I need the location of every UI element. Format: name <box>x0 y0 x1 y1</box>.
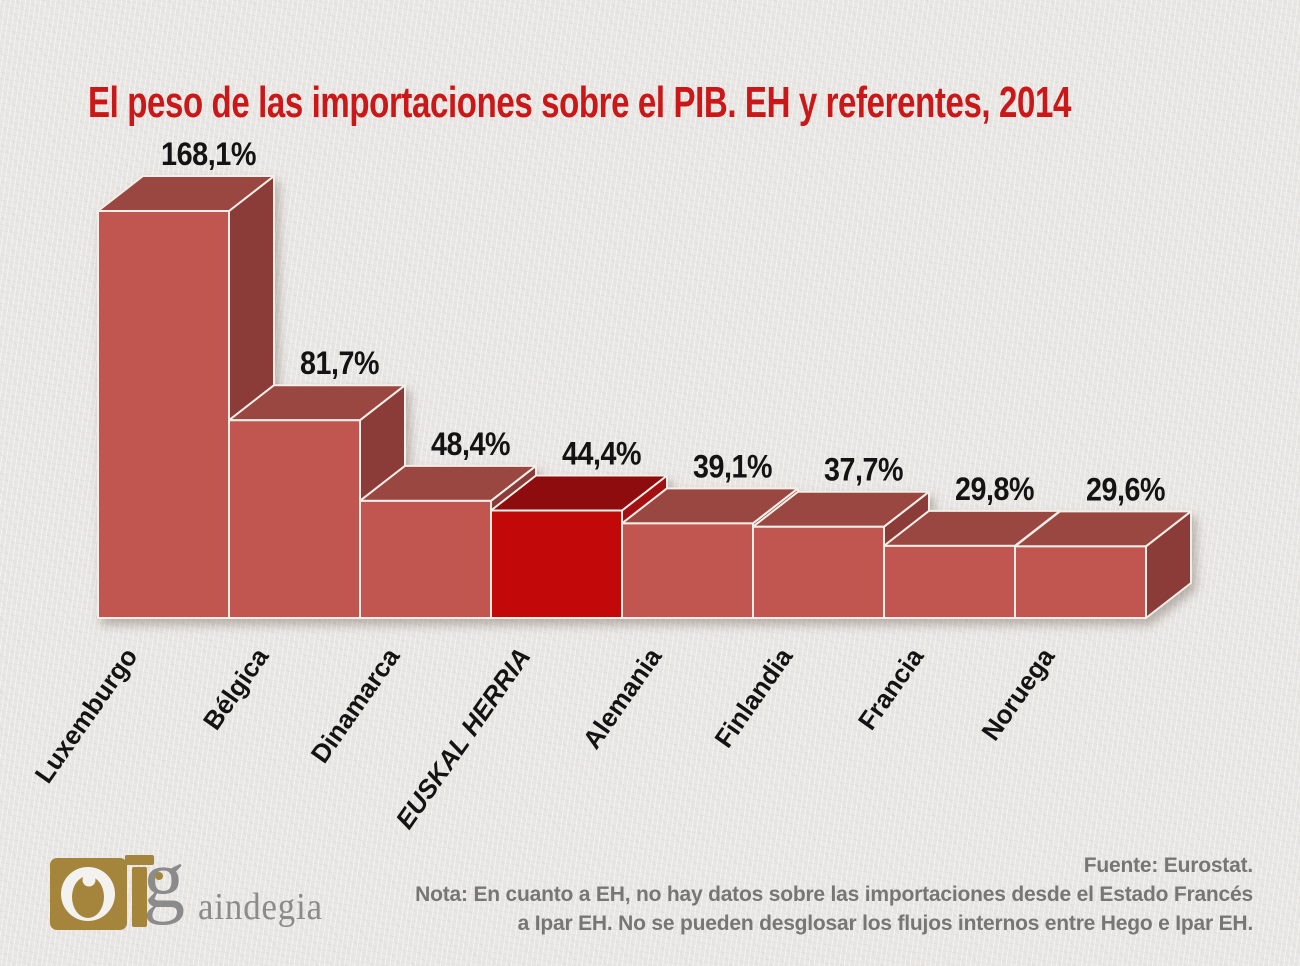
value-label-Dinamarca: 48,4% <box>431 426 510 462</box>
note-line-2: a Ipar EH. No se pueden desglosar los fl… <box>517 912 1254 935</box>
note-line-1: Nota: En cuanto a EH, no hay datos sobre… <box>415 883 1253 906</box>
logo-mark-egg-dot <box>82 873 96 887</box>
chart-title: El peso de las importaciones sobre el PI… <box>88 78 1071 128</box>
gaindegia-logo: g aindegia <box>50 850 323 930</box>
logo-mark-egg <box>72 876 104 918</box>
value-label-Francia: 29,8% <box>955 471 1034 507</box>
value-label-Luxemburgo: 168,1% <box>161 136 256 172</box>
category-label-EUSKAL HERRIA: EUSKAL HERRIA <box>389 642 536 834</box>
category-label-Alemania: Alemania <box>577 642 668 754</box>
category-label-Dinamarca: Dinamarca <box>305 642 406 769</box>
footer-note: Fuente: Eurostat. Nota: En cuanto a EH, … <box>415 851 1253 938</box>
category-label-Bélgica: Bélgica <box>197 642 275 735</box>
category-label-Luxemburgo: Luxemburgo <box>29 642 144 788</box>
category-label-Finlandia: Finlandia <box>708 642 798 753</box>
bar-front-face <box>1014 545 1147 619</box>
bar-Noruega <box>1014 510 1192 619</box>
logo-mark-stem <box>132 867 147 927</box>
category-label-Noruega: Noruega <box>975 642 1060 746</box>
value-label-Alemania: 39,1% <box>693 448 772 484</box>
value-label-Bélgica: 81,7% <box>300 345 379 381</box>
logo-mark-dash <box>125 855 154 865</box>
value-label-Noruega: 29,6% <box>1086 471 1165 507</box>
value-label-Finlandia: 37,7% <box>824 452 903 488</box>
logo-initial: g <box>143 850 185 926</box>
logo-initial-dot <box>155 872 163 880</box>
source-line: Fuente: Eurostat. <box>1083 854 1253 877</box>
logo-wordmark: aindegia <box>198 886 323 928</box>
value-label-EUSKAL HERRIA: 44,4% <box>562 435 641 471</box>
category-label-Francia: Francia <box>852 642 930 735</box>
